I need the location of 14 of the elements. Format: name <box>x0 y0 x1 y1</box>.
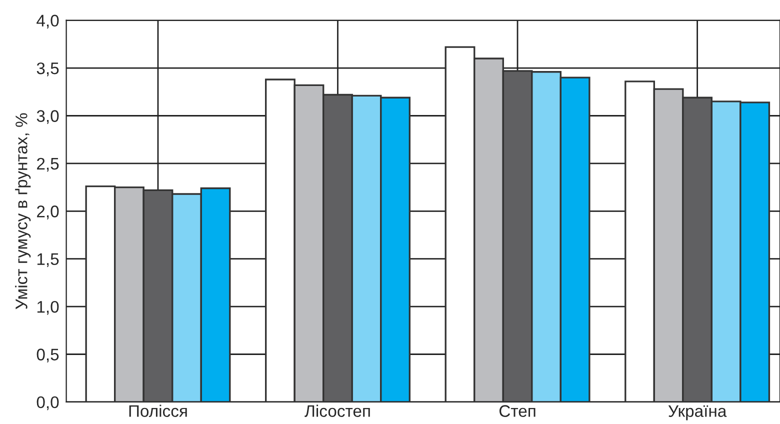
y-tick-label: 4,0 <box>36 14 59 29</box>
y-tick-label: 3,5 <box>36 62 59 76</box>
x-tick-label: Полісся <box>129 404 187 417</box>
y-tick-label: 1,5 <box>37 253 59 268</box>
x-tick-label: Лісостеп <box>304 404 370 417</box>
x-tick-label: Україна <box>668 405 727 420</box>
y-tick-label: 2,0 <box>37 206 59 220</box>
y-tick-label: 1,0 <box>37 300 59 315</box>
x-tick-label: Степ <box>499 405 536 417</box>
y-tick-label: 3,0 <box>36 110 59 124</box>
y-tick-label: 0,0 <box>36 396 59 410</box>
y-axis-title: Уміст гумусу в ґрунтах, % <box>15 113 31 310</box>
y-tick-label: 0,5 <box>36 348 59 362</box>
y-tick-label: 2,5 <box>37 158 59 172</box>
